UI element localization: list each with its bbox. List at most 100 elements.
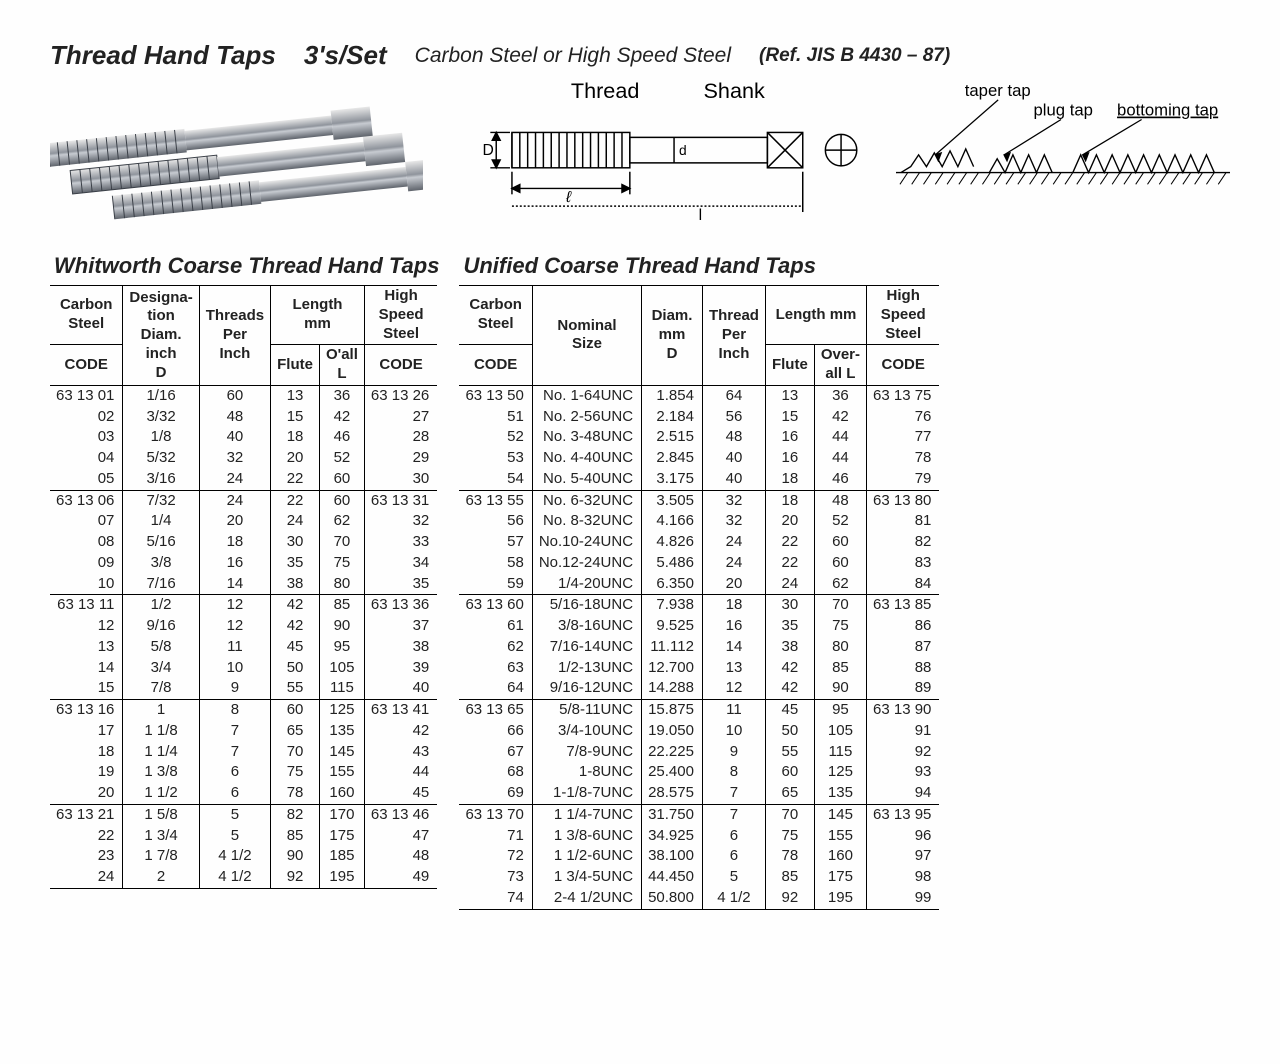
flute-cell: 13 <box>271 386 320 407</box>
hss-code-cell: 77 <box>867 427 940 448</box>
tpi-cell: 40 <box>199 427 270 448</box>
overall-cell: 70 <box>319 532 364 553</box>
taper-label: taper tap <box>965 81 1031 100</box>
diam-cell: 6.350 <box>642 574 703 595</box>
plug-label: plug tap <box>1033 101 1092 120</box>
designation-cell: 7/32 <box>123 491 199 512</box>
hss-code-cell: 39 <box>364 658 437 679</box>
code-cell: 63 13 50 <box>459 386 532 407</box>
tpi-cell: 32 <box>702 491 765 512</box>
flute-cell: 50 <box>765 721 814 742</box>
code-cell: 64 <box>459 678 532 699</box>
overall-cell: 155 <box>319 762 364 783</box>
code-cell: 71 <box>459 826 532 847</box>
unified-block: Unified Coarse Thread Hand Taps CarbonSt… <box>459 247 939 910</box>
diam-cell: 5.486 <box>642 553 703 574</box>
hss-code-cell: 97 <box>867 846 940 867</box>
hss-code-cell: 86 <box>867 616 940 637</box>
code-cell: 12 <box>50 616 123 637</box>
code-cell: 63 13 16 <box>50 700 123 721</box>
overall-cell: 155 <box>814 826 866 847</box>
diam-cell: 50.800 <box>642 888 703 909</box>
hss-code-cell: 48 <box>364 846 437 867</box>
flute-cell: 42 <box>271 595 320 616</box>
tpi-cell: 10 <box>199 658 270 679</box>
flute-cell: 78 <box>765 846 814 867</box>
hss-code-cell: 34 <box>364 553 437 574</box>
overall-cell: 125 <box>319 700 364 721</box>
designation-cell: 1 7/8 <box>123 846 199 867</box>
tpi-cell: 7 <box>199 742 270 763</box>
hss-code-cell: 63 13 90 <box>867 700 940 721</box>
designation-cell: 3/4 <box>123 658 199 679</box>
code-cell: 73 <box>459 867 532 888</box>
overall-cell: 105 <box>319 658 364 679</box>
thread-label: Thread <box>571 78 639 103</box>
flute-cell: 18 <box>765 469 814 490</box>
code-cell: 53 <box>459 448 532 469</box>
diam-cell: 7.938 <box>642 595 703 616</box>
diam-cell: 2.184 <box>642 407 703 428</box>
hss-code-cell: 89 <box>867 678 940 699</box>
hss-code-cell: 40 <box>364 678 437 699</box>
code-cell: 63 13 55 <box>459 491 532 512</box>
code-cell: 69 <box>459 783 532 804</box>
tpi-cell: 8 <box>702 762 765 783</box>
nominal-cell: 1/4-20UNC <box>532 574 641 595</box>
hss-code-cell: 29 <box>364 448 437 469</box>
hss-code-cell: 63 13 46 <box>364 805 437 826</box>
nominal-cell: No. 8-32UNC <box>532 511 641 532</box>
overall-cell: 42 <box>319 407 364 428</box>
nominal-cell: 7/8-9UNC <box>532 742 641 763</box>
tpi-cell: 20 <box>199 511 270 532</box>
tpi-cell: 10 <box>702 721 765 742</box>
code-cell: 56 <box>459 511 532 532</box>
overall-cell: 95 <box>814 700 866 721</box>
tpi-cell: 60 <box>199 386 270 407</box>
overall-cell: 75 <box>814 616 866 637</box>
dim-d: d <box>679 143 687 158</box>
whitworth-table: CarbonSteelDesigna-tionDiam.inchDThreads… <box>50 285 437 889</box>
code-cell: 04 <box>50 448 123 469</box>
code-cell: 59 <box>459 574 532 595</box>
overall-cell: 52 <box>319 448 364 469</box>
code-cell: 24 <box>50 867 123 888</box>
designation-cell: 1 3/4 <box>123 826 199 847</box>
diam-cell: 2.845 <box>642 448 703 469</box>
hss-code-cell: 27 <box>364 407 437 428</box>
flute-cell: 65 <box>271 721 320 742</box>
diam-cell: 4.826 <box>642 532 703 553</box>
nominal-cell: 1-8UNC <box>532 762 641 783</box>
designation-cell: 5/8 <box>123 637 199 658</box>
nominal-cell: No. 4-40UNC <box>532 448 641 469</box>
code-cell: 63 13 06 <box>50 491 123 512</box>
flute-cell: 92 <box>271 867 320 888</box>
flute-cell: 55 <box>271 678 320 699</box>
diam-cell: 9.525 <box>642 616 703 637</box>
diam-cell: 44.450 <box>642 867 703 888</box>
flute-cell: 13 <box>765 386 814 407</box>
flute-cell: 55 <box>765 742 814 763</box>
designation-cell: 3/32 <box>123 407 199 428</box>
code-cell: 63 13 70 <box>459 805 532 826</box>
nominal-cell: 3/8-16UNC <box>532 616 641 637</box>
overall-cell: 75 <box>319 553 364 574</box>
flute-cell: 82 <box>271 805 320 826</box>
code-cell: 03 <box>50 427 123 448</box>
designation-cell: 5/16 <box>123 532 199 553</box>
diam-cell: 22.225 <box>642 742 703 763</box>
overall-cell: 85 <box>814 658 866 679</box>
tpi-cell: 11 <box>199 637 270 658</box>
hss-code-cell: 35 <box>364 574 437 595</box>
tpi-cell: 5 <box>199 826 270 847</box>
flute-cell: 85 <box>271 826 320 847</box>
nominal-cell: 1-1/8-7UNC <box>532 783 641 804</box>
tpi-cell: 56 <box>702 407 765 428</box>
overall-cell: 185 <box>319 846 364 867</box>
hss-code-cell: 82 <box>867 532 940 553</box>
hss-code-cell: 63 13 36 <box>364 595 437 616</box>
tpi-cell: 18 <box>199 532 270 553</box>
code-cell: 51 <box>459 407 532 428</box>
qty-label: 3's/Set <box>304 40 387 71</box>
tap-photo <box>50 77 423 237</box>
